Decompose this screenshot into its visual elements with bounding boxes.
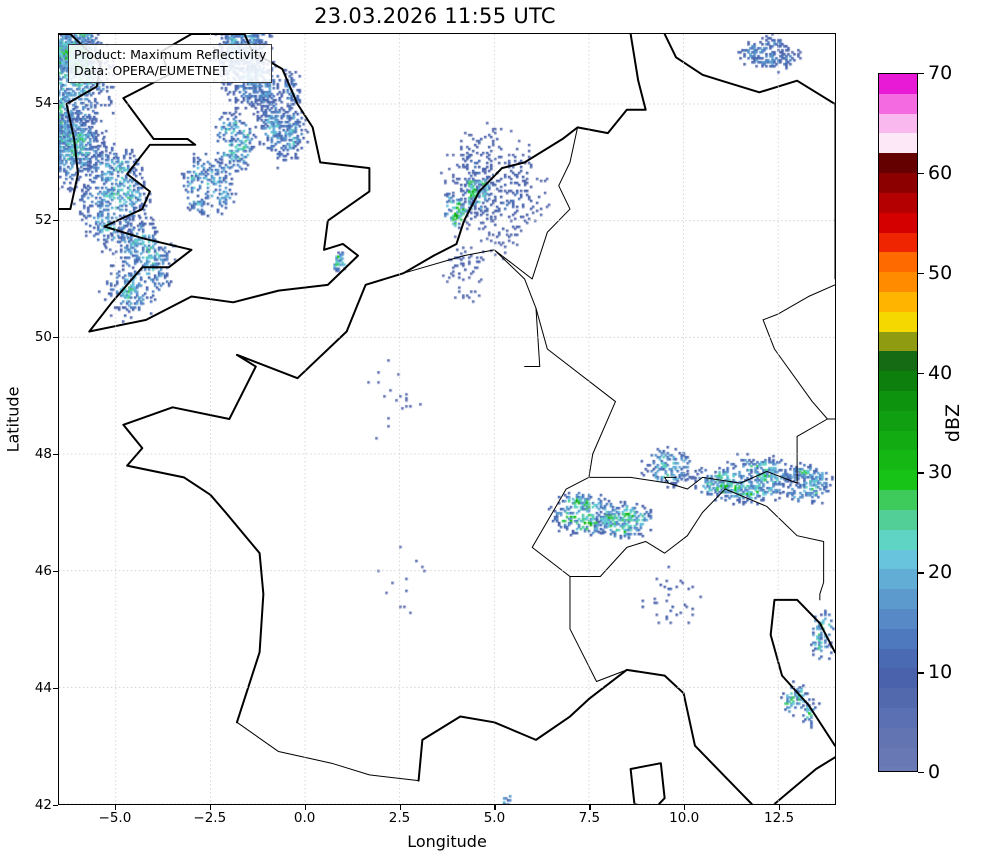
colorbar-band — [879, 133, 917, 154]
x-tick-mark — [589, 805, 591, 810]
y-tick-label: 42 — [34, 797, 52, 813]
colorbar-band — [879, 232, 917, 253]
coastline-overlay — [59, 34, 835, 804]
colorbar-band — [879, 212, 917, 233]
y-tick-mark — [53, 805, 58, 807]
colorbar-tick-label: 10 — [928, 661, 953, 684]
x-tick-label: 12.5 — [764, 810, 795, 826]
x-tick-mark — [114, 805, 117, 810]
colorbar-band — [879, 371, 917, 391]
colorbar-band — [879, 549, 917, 570]
x-tick-mark — [304, 805, 306, 810]
colorbar-band — [879, 589, 917, 609]
y-tick-mark — [53, 337, 58, 339]
colorbar-tick-label: 60 — [928, 161, 953, 184]
colorbar-band — [879, 192, 917, 213]
colorbar-tick-mark — [918, 73, 924, 75]
colorbar-tick-label: 70 — [928, 62, 953, 84]
colorbar-band — [879, 153, 917, 174]
colorbar-gradient — [878, 73, 918, 772]
map-plot-area[interactable] — [58, 33, 836, 805]
x-tick-label: −2.5 — [193, 810, 227, 826]
colorbar-tick-label: 50 — [928, 261, 953, 284]
y-tick-mark — [53, 571, 58, 573]
colorbar-band — [879, 608, 917, 629]
colorbar-band — [879, 668, 917, 689]
x-tick-label: 5.0 — [483, 810, 506, 826]
y-axis-label: Latitude — [3, 386, 23, 452]
annotation-product-line: Product: Maximum Reflectivity — [74, 47, 267, 62]
x-tick-label: 7.5 — [578, 810, 601, 826]
y-tick-label: 48 — [34, 446, 52, 463]
colorbar-tick-label: 20 — [928, 561, 953, 584]
colorbar-tick-mark — [918, 272, 924, 275]
y-tick-label: 52 — [34, 212, 52, 229]
colorbar-band — [879, 410, 917, 431]
y-tick-label: 54 — [34, 95, 52, 112]
colorbar-band — [879, 351, 917, 372]
y-tick-label: 44 — [34, 680, 52, 697]
x-tick-mark — [779, 805, 781, 810]
radar-reflectivity-canvas — [59, 34, 835, 804]
x-tick-label: −5.0 — [98, 810, 132, 826]
x-tick-label: 0.0 — [293, 810, 316, 826]
annotation-data-line: Data: OPERA/EUMETNET — [74, 63, 228, 79]
y-tick-mark — [53, 454, 58, 456]
colorbar-tick-mark — [918, 172, 924, 175]
colorbar-band — [879, 708, 917, 728]
colorbar-tick-label: 40 — [928, 361, 953, 384]
x-tick-mark — [494, 805, 496, 810]
colorbar-band — [879, 509, 917, 530]
colorbar-band — [879, 74, 917, 94]
y-tick-label: 50 — [34, 329, 52, 346]
colorbar-band — [879, 252, 917, 273]
colorbar-band — [879, 93, 917, 114]
colorbar-tick-mark — [918, 772, 924, 774]
colorbar-tick-mark — [918, 472, 924, 474]
x-axis-label: Longitude — [407, 832, 487, 851]
page-title: 23.03.2026 11:55 UTC — [314, 4, 556, 28]
colorbar-band — [879, 272, 917, 292]
colorbar-band — [879, 747, 917, 768]
y-tick-mark — [53, 688, 58, 690]
colorbar-band — [879, 173, 917, 193]
y-tick-label: 46 — [34, 563, 52, 580]
colorbar-band — [879, 569, 917, 590]
colorbar-tick-mark — [918, 572, 924, 574]
colorbar-band — [879, 767, 917, 771]
colorbar-tick-label: 0 — [928, 761, 941, 783]
y-tick-mark — [53, 220, 58, 222]
colorbar-band — [879, 113, 917, 134]
product-annotation-box: Product: Maximum Reflectivity Data: OPER… — [68, 44, 273, 84]
grid-overlay — [59, 34, 835, 804]
colorbar-band — [879, 688, 917, 708]
colorbar-band — [879, 311, 917, 332]
colorbar[interactable] — [878, 73, 918, 772]
colorbar-band — [879, 490, 917, 510]
colorbar-band — [879, 529, 917, 550]
x-tick-mark — [209, 805, 212, 810]
colorbar-band — [879, 628, 917, 649]
colorbar-band — [879, 331, 917, 352]
colorbar-band — [879, 430, 917, 451]
colorbar-tick-mark — [918, 672, 924, 674]
y-tick-mark — [53, 103, 58, 105]
x-tick-mark — [684, 805, 686, 810]
colorbar-band — [879, 648, 917, 669]
colorbar-band — [879, 291, 917, 312]
x-tick-label: 2.5 — [388, 810, 411, 826]
colorbar-band — [879, 391, 917, 411]
colorbar-band — [879, 727, 917, 748]
x-tick-mark — [399, 805, 401, 810]
x-tick-label: 10.0 — [669, 810, 700, 826]
colorbar-tick-mark — [918, 372, 924, 374]
colorbar-band — [879, 450, 917, 471]
colorbar-tick-label: 30 — [928, 461, 953, 484]
colorbar-band — [879, 470, 917, 491]
